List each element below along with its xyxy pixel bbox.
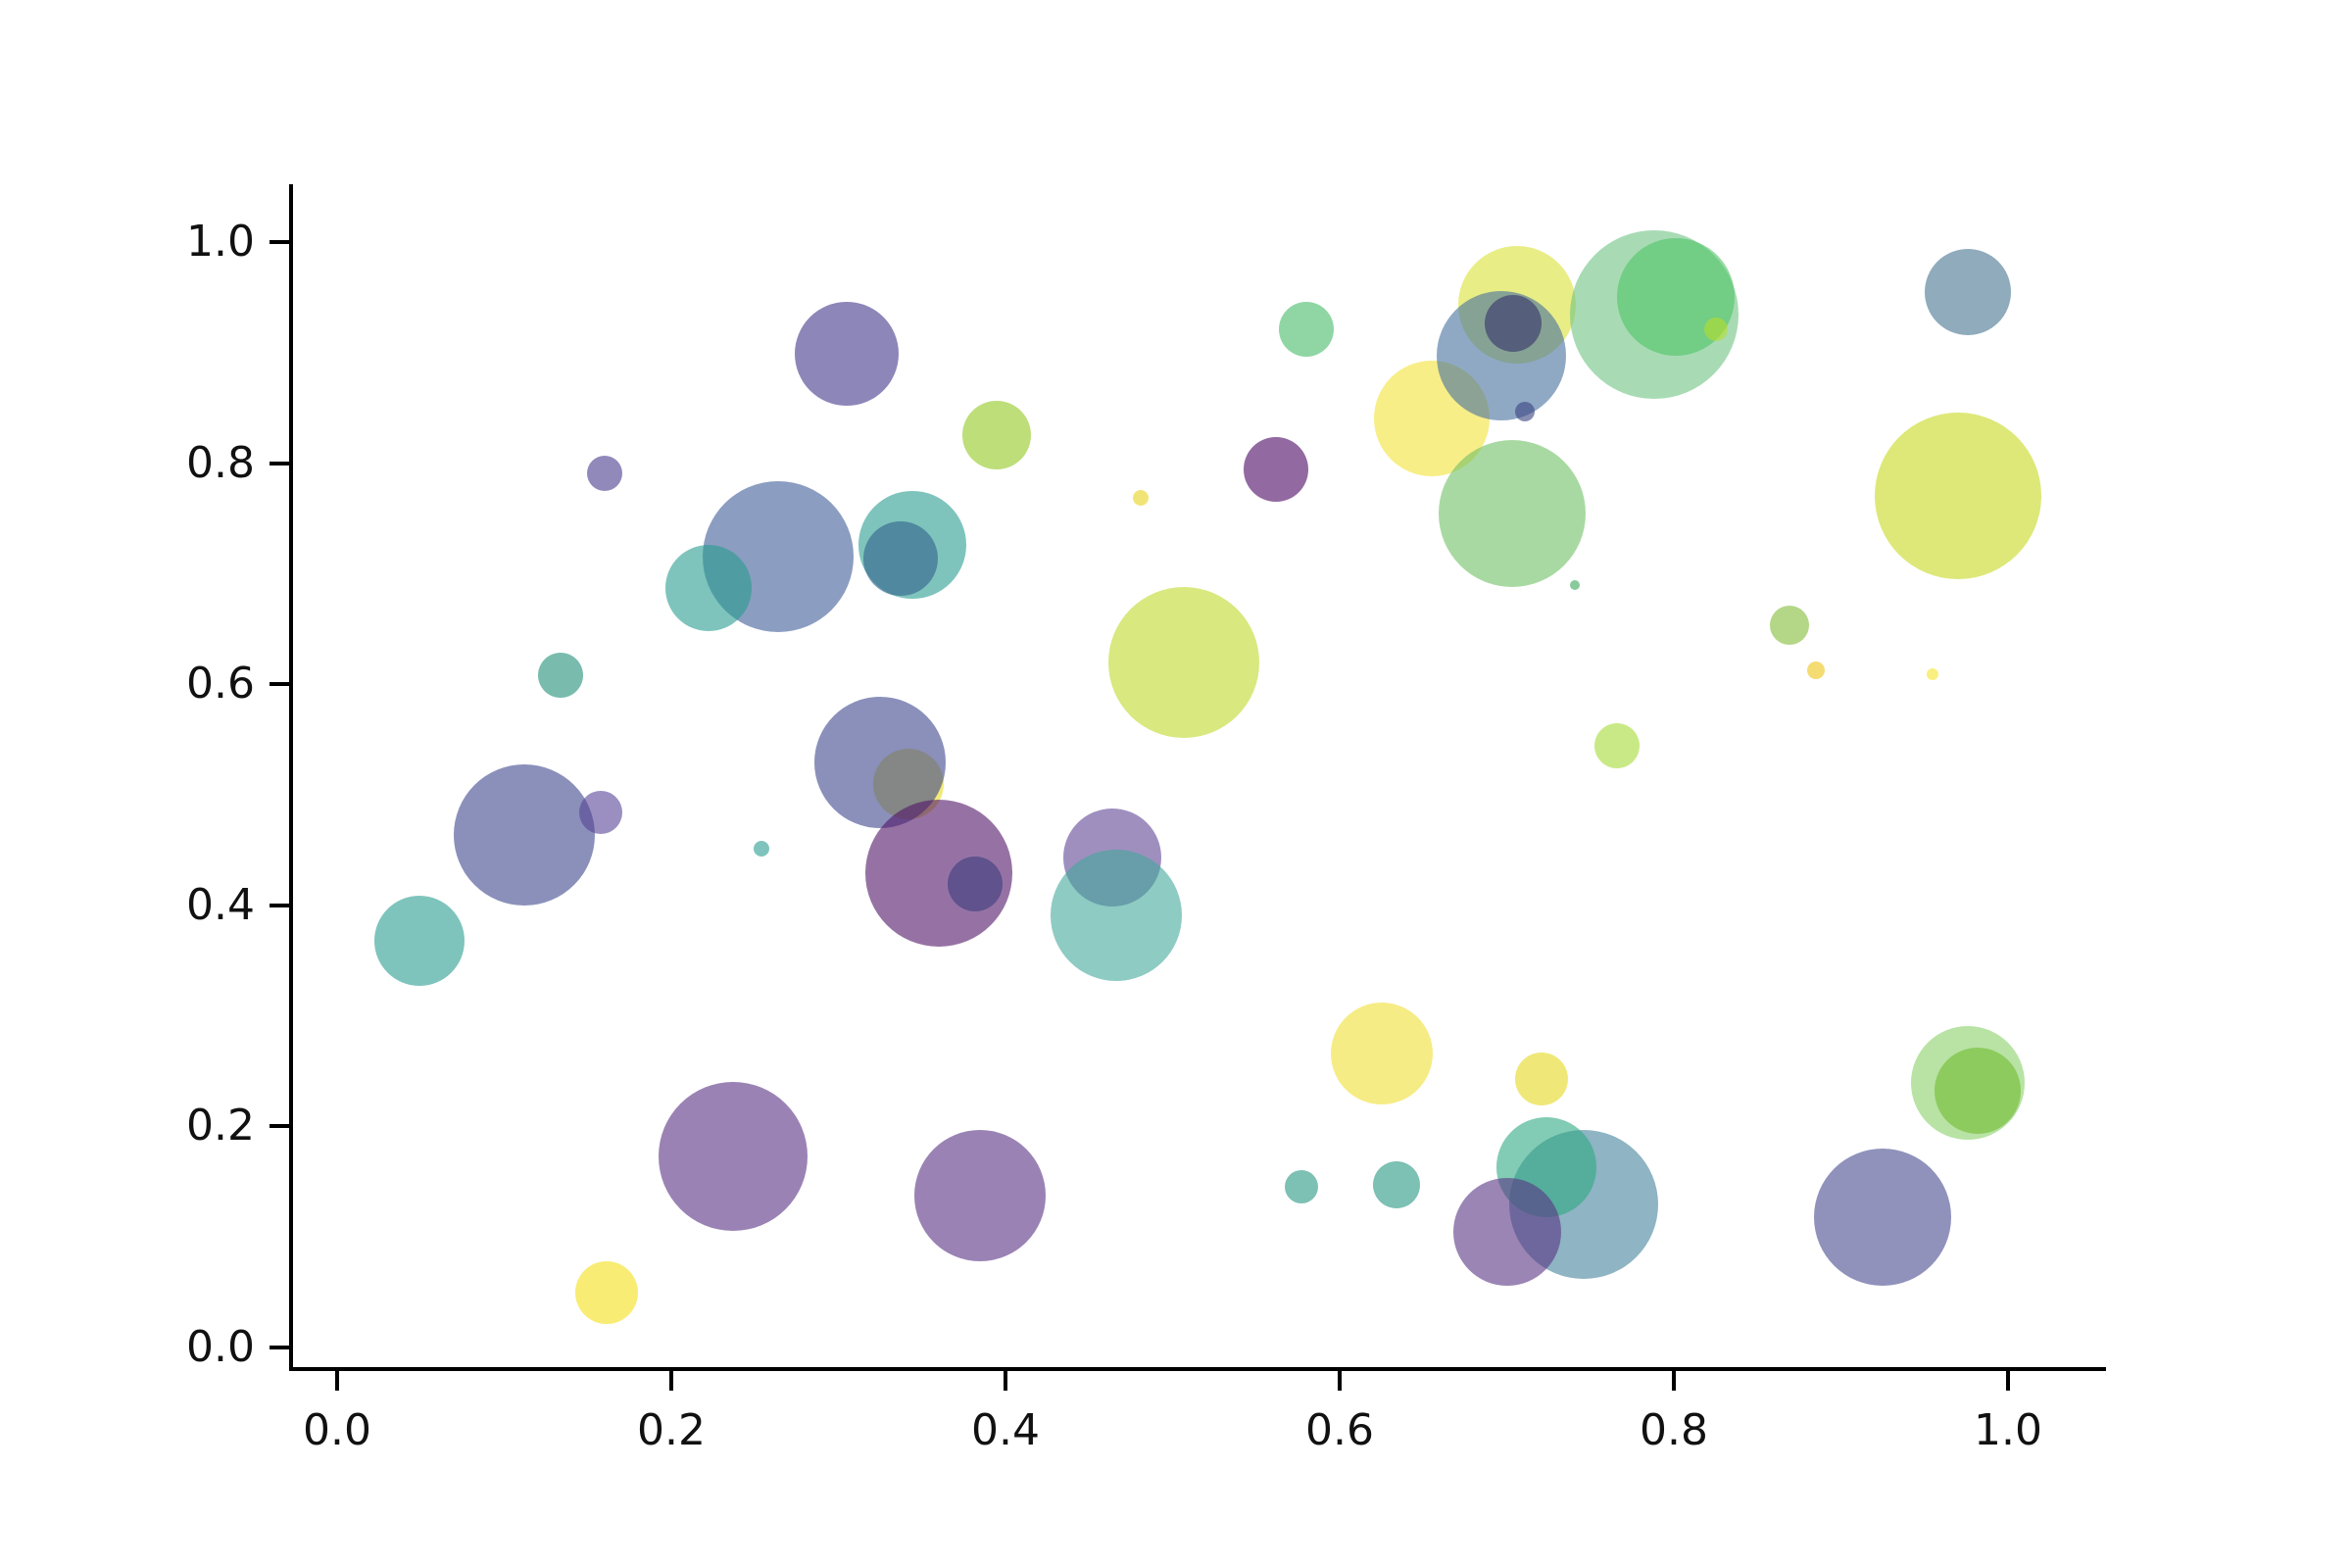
y-tick-label: 0.6 [186, 659, 255, 710]
y-tick-label: 0.0 [186, 1322, 255, 1372]
x-tick-label: 0.6 [1305, 1405, 1374, 1455]
bubble [962, 401, 1032, 470]
x-tick-mark [669, 1371, 673, 1391]
bubble [862, 520, 938, 596]
y-tick-mark [270, 903, 289, 907]
bubble [1515, 1052, 1569, 1105]
bubble [1278, 302, 1334, 358]
bubble [1814, 1148, 1952, 1286]
bubble [373, 895, 465, 986]
y-tick-mark [270, 682, 289, 687]
bubble [538, 653, 584, 699]
bubble [1452, 1177, 1561, 1286]
bubble [1372, 1161, 1420, 1209]
y-tick-mark [270, 1346, 289, 1349]
bubble [948, 857, 1004, 912]
bubble [1244, 437, 1309, 503]
bubble [664, 545, 752, 632]
x-tick-mark [1338, 1371, 1342, 1391]
y-tick-label: 0.8 [186, 437, 255, 488]
bubble [1133, 489, 1150, 506]
y-tick-label: 0.4 [186, 879, 255, 930]
x-tick-mark [1004, 1371, 1007, 1391]
bubble [1515, 401, 1536, 421]
bubble [453, 763, 595, 906]
bubble [579, 791, 623, 835]
x-tick-label: 0.8 [1640, 1405, 1708, 1455]
bubble [1874, 413, 2041, 580]
x-axis-spine [289, 1367, 2106, 1371]
bubble [1594, 723, 1641, 769]
bubble [574, 1260, 638, 1324]
x-tick-label: 0.2 [637, 1405, 706, 1455]
bubble [1935, 1048, 2022, 1135]
bubble [754, 841, 770, 858]
y-tick-label: 0.2 [186, 1101, 255, 1152]
bubble [586, 455, 622, 491]
bubble [1703, 318, 1728, 342]
x-tick-label: 1.0 [1974, 1405, 2042, 1455]
x-tick-mark [335, 1371, 339, 1391]
y-tick-label: 1.0 [186, 217, 255, 267]
bubble [1927, 668, 1939, 681]
bubble [1806, 661, 1825, 679]
bubble [1570, 579, 1581, 590]
bubble [659, 1081, 808, 1231]
bubble [795, 301, 900, 406]
y-tick-mark [270, 240, 289, 244]
x-tick-label: 0.4 [971, 1405, 1040, 1455]
x-tick-mark [2006, 1371, 2010, 1391]
y-tick-mark [270, 461, 289, 466]
bubble [1284, 1170, 1318, 1204]
bubble [1925, 248, 2012, 335]
bubble [1438, 440, 1586, 588]
y-tick-mark [270, 1124, 289, 1129]
x-tick-mark [1672, 1371, 1676, 1391]
x-tick-label: 0.0 [303, 1405, 371, 1455]
bubble [1050, 849, 1182, 981]
bubble [1769, 606, 1809, 646]
bubble [914, 1130, 1047, 1262]
bubble [1108, 586, 1260, 738]
bubble [1485, 295, 1543, 353]
y-axis-spine [289, 184, 293, 1371]
bubble [1330, 1002, 1433, 1104]
